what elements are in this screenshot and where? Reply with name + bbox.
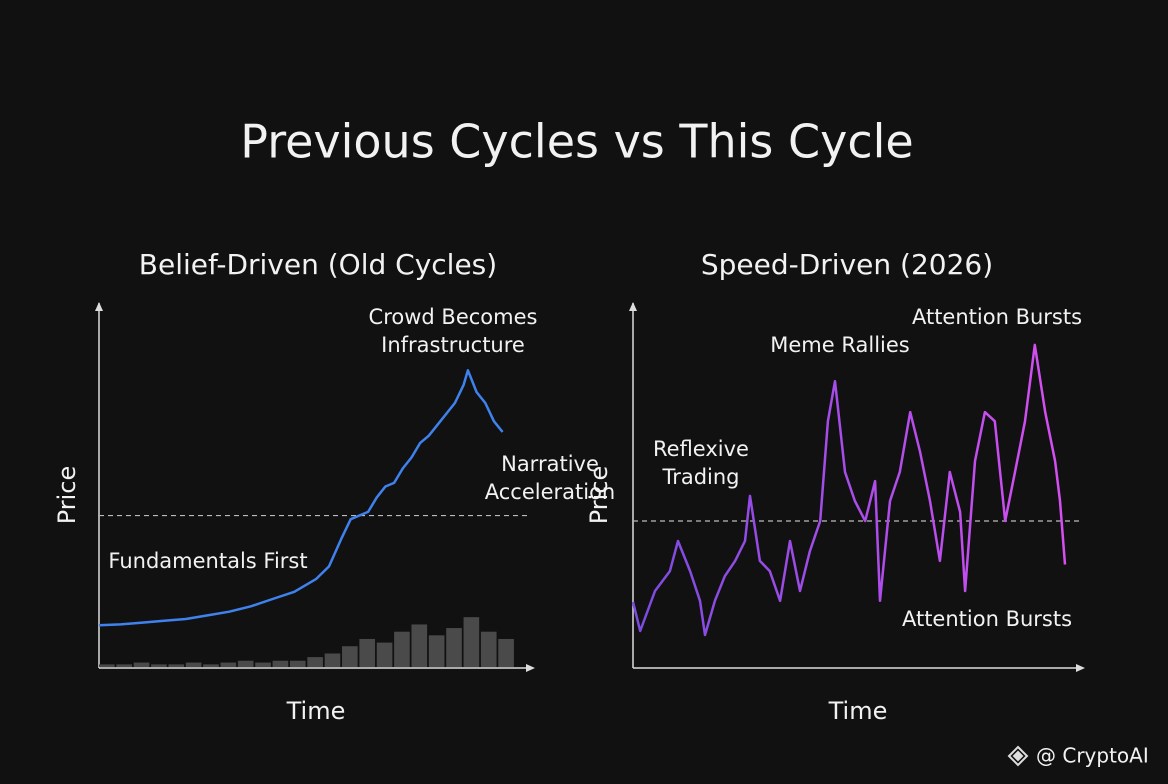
y-axis-label: Price — [585, 466, 613, 525]
x-axis-label: Time — [286, 697, 346, 725]
volume-bar — [203, 664, 219, 667]
annotation: Narrative — [501, 452, 599, 476]
volume-bar — [480, 631, 497, 667]
annotation: Acceleration — [485, 480, 616, 504]
y-axis-arrow — [629, 302, 637, 311]
annotation: Fundamentals First — [108, 549, 307, 573]
volume-bar — [376, 642, 393, 667]
y-axis-arrow — [95, 302, 103, 311]
volume-bar — [394, 631, 410, 667]
annotation: Crowd Becomes — [369, 305, 538, 329]
x-axis-arrow — [526, 664, 535, 672]
annotation: Meme Rallies — [770, 333, 909, 357]
annotation: Attention Bursts — [912, 305, 1082, 329]
x-axis-arrow — [1076, 664, 1085, 672]
volume-bar — [359, 638, 376, 667]
volume-bar — [116, 664, 132, 667]
annotation: Attention Bursts — [902, 607, 1072, 631]
volume-bar — [342, 646, 358, 667]
volume-bar — [463, 617, 480, 667]
chart-title: Speed-Driven (2026) — [701, 248, 993, 281]
volume-bar — [272, 660, 289, 667]
annotation: Infrastructure — [381, 333, 525, 357]
price-line — [631, 343, 1067, 637]
annotation: Reflexive — [653, 437, 749, 461]
chart-title: Belief-Driven (Old Cycles) — [139, 248, 497, 281]
price-line — [98, 369, 504, 627]
volume-bar — [99, 664, 115, 667]
volume-bar — [255, 662, 271, 667]
volume-bar — [289, 660, 306, 667]
page-title: Previous Cycles vs This Cycle — [240, 115, 913, 169]
volume-bar — [307, 657, 323, 667]
volume-bar — [498, 638, 514, 667]
watermark: @ CryptoAI — [1036, 744, 1149, 768]
volume-bar — [324, 653, 341, 667]
volume-bar — [428, 635, 445, 667]
volume-bar — [237, 660, 254, 667]
y-axis-label: Price — [53, 466, 81, 525]
volume-bar — [151, 664, 167, 667]
volume-bar — [411, 624, 428, 667]
volume-bar — [185, 662, 202, 667]
volume-bar — [133, 662, 150, 667]
watermark-icon — [1007, 745, 1029, 767]
volume-bar — [168, 664, 185, 667]
x-axis-label: Time — [828, 697, 888, 725]
volume-bar — [220, 662, 237, 667]
volume-bar — [446, 628, 462, 667]
annotation: Trading — [661, 465, 739, 489]
